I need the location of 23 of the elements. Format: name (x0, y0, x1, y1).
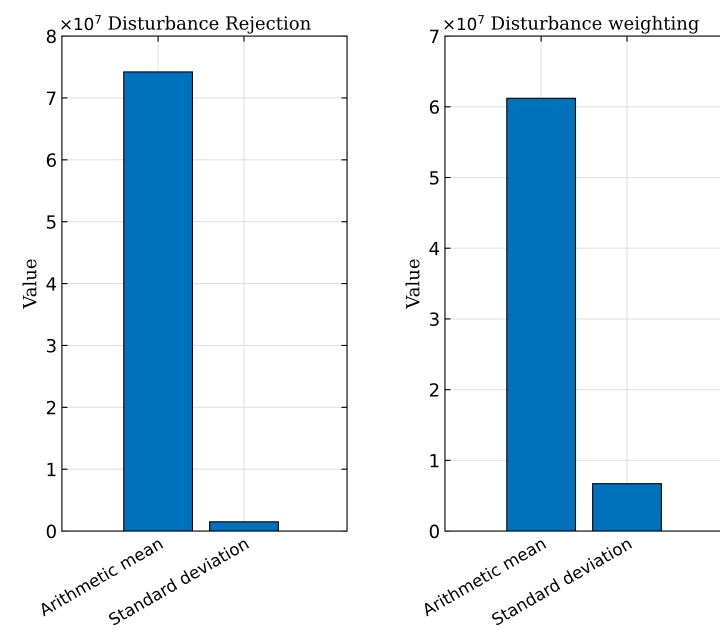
y-tick-label: 1 (48, 462, 56, 476)
y-tick-label: 8 (46, 30, 56, 44)
y-tick-label: 7 (47, 92, 56, 105)
y-tick-label: 0 (46, 524, 56, 538)
chart-title: Disturbance Rejection (108, 16, 311, 34)
y-tick-label: 2 (430, 383, 438, 397)
text: ×10$^{7}$ (61, 15, 101, 30)
y-tick-label: 1 (430, 454, 438, 468)
text: ×10$^{7}$ (444, 15, 484, 30)
chart-title: Disturbance weighting (492, 16, 699, 34)
y-tick-label: 6 (430, 100, 439, 114)
y-tick-label: 7 (430, 30, 439, 43)
y-axis-title: Value (406, 259, 420, 309)
y-tick-label: 2 (46, 400, 56, 414)
y-tick-label: 5 (46, 215, 56, 229)
y-tick-label: 3 (430, 312, 439, 326)
y-tick-label: 0 (430, 524, 439, 538)
y-tick-label: 6 (46, 153, 56, 167)
y-tick-label: 4 (429, 242, 440, 256)
y-tick-label: 3 (46, 338, 56, 353)
y-axis-title: Value (22, 259, 37, 309)
y-tick-label: 5 (430, 171, 439, 185)
y-tick-label: 4 (46, 277, 56, 290)
